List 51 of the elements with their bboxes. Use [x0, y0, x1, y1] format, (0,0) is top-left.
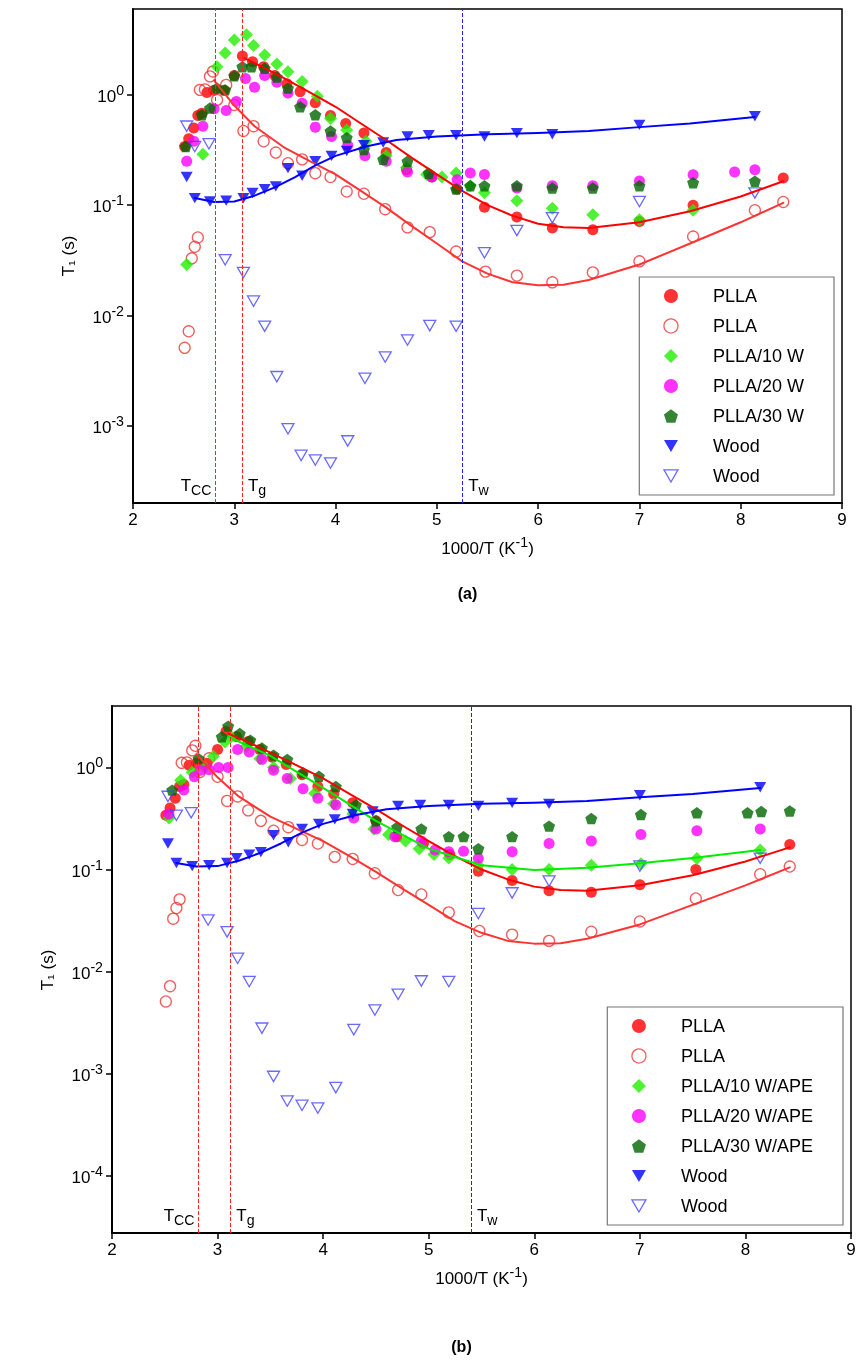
- x-tick-label: 7: [635, 1240, 645, 1259]
- x-tick-label: 9: [837, 510, 847, 529]
- legend-label: Wood: [680, 1196, 728, 1216]
- x-tick-label: 9: [846, 1240, 856, 1259]
- y-tick-label: 10$^{0}$: [97, 82, 124, 107]
- x-tick-label: 5: [423, 1240, 434, 1259]
- y-tick-label: 10$^{-3}$: [71, 1061, 103, 1086]
- x-tick-label: 6: [529, 1240, 540, 1259]
- ref-line-label: T$_{w}$: [468, 476, 489, 499]
- ref-line-label: T$_{CC}$: [180, 476, 212, 499]
- ref-line-label: T$_{CC}$: [163, 1206, 195, 1229]
- legend-label: Wood: [712, 436, 760, 456]
- y-tick-label: 10$^{-1}$: [92, 192, 124, 217]
- x-tick-label: 6: [533, 510, 543, 529]
- y-tick-label: 10$^{-1}$: [71, 856, 103, 882]
- x-tick-label: 7: [634, 510, 645, 529]
- x-tick-label: 3: [229, 510, 240, 529]
- legend-label: PLLA: [680, 1016, 725, 1036]
- y-axis-title: T₁ (s): [58, 235, 79, 277]
- y-tick-label: 10$^{-4}$: [71, 1163, 103, 1188]
- y-axis-title: T₁ (s): [37, 949, 58, 990]
- x-tick-label: 2: [107, 1240, 117, 1259]
- legend-label: PLLA/10 W/APE: [680, 1076, 814, 1096]
- legend-label: PLLA: [712, 286, 757, 306]
- x-tick-label: 3: [212, 1240, 223, 1259]
- x-tick-label: 4: [330, 510, 341, 529]
- legend-label: Wood: [712, 466, 760, 486]
- x-axis-title: 1000/T (K$^{-1}$): [435, 1264, 528, 1289]
- legend-label: PLLA/10 W: [712, 346, 805, 366]
- legend-label: PLLA/30 W/APE: [680, 1136, 814, 1156]
- ref-line-label: T$_{w}$: [476, 1206, 498, 1229]
- legend-label: PLLA: [680, 1046, 725, 1066]
- legend-label: PLLA/20 W: [712, 376, 805, 396]
- legend-label: PLLA: [712, 316, 757, 336]
- ref-line-label: T$_{g}$: [247, 476, 267, 499]
- x-axis-title: 1000/T (K$^{-1}$): [441, 534, 534, 559]
- ref-line-label: T$_{g}$: [236, 1206, 255, 1229]
- x-tick-label: 2: [128, 510, 138, 529]
- x-tick-label: 8: [735, 510, 746, 529]
- y-tick-label: 10$^{-3}$: [92, 413, 124, 438]
- legend-label: PLLA/30 W: [712, 406, 805, 426]
- text: (b): [451, 1337, 472, 1355]
- y-tick-label: 10$^{0}$: [76, 754, 103, 780]
- x-tick-label: 5: [432, 510, 442, 529]
- x-tick-label: 4: [318, 1240, 328, 1259]
- legend-label: PLLA/20 W/APE: [680, 1106, 814, 1126]
- y-tick-label: 10$^{-2}$: [71, 958, 103, 984]
- y-tick-label: 10$^{-2}$: [92, 302, 124, 328]
- x-tick-label: 8: [740, 1240, 751, 1259]
- text: (a): [457, 584, 478, 602]
- legend-label: Wood: [680, 1166, 728, 1186]
